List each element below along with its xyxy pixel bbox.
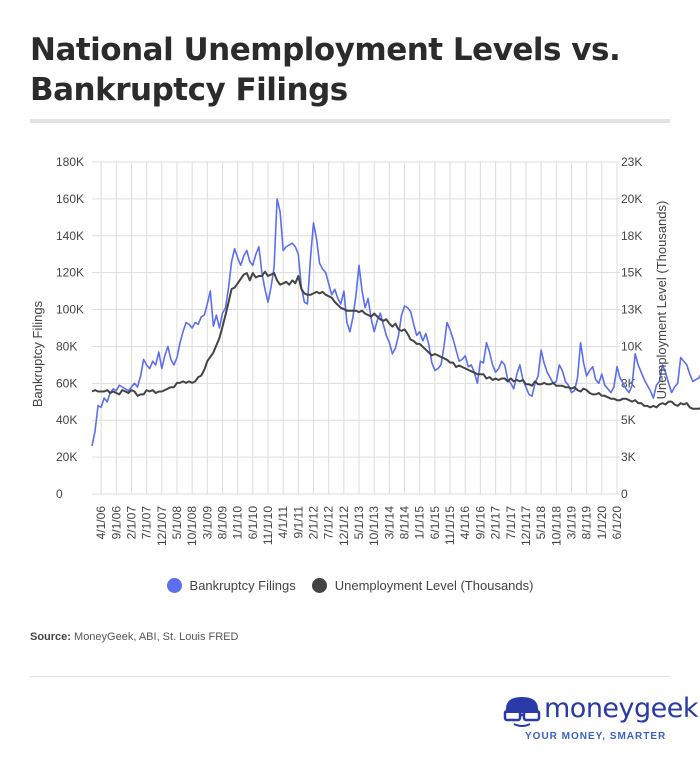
x-tick-label: 9/1/06 [109, 506, 123, 540]
bankruptcy-filings-line [91, 198, 700, 447]
left-tick-label: 180K [56, 155, 84, 169]
unemployment-level-line [91, 270, 700, 410]
logo-tagline: YOUR MONEY, SMARTER [525, 731, 667, 742]
x-tick-label: 2/1/17 [489, 506, 503, 540]
x-tick-label: 11/1/15 [443, 506, 457, 545]
x-tick-label: 10/1/13 [367, 506, 381, 546]
left-tick-label: 60K [56, 376, 77, 390]
source-text: MoneyGeek, ABI, St. Louis FRED [70, 631, 239, 643]
x-tick-label: 3/1/09 [200, 506, 214, 540]
x-tick-label: 4/1/06 [94, 506, 108, 540]
legend-label-bankruptcy: Bankruptcy Filings [189, 578, 296, 593]
title-divider [30, 119, 670, 123]
right-tick-label: 15K [621, 266, 642, 280]
x-tick-label: 5/1/18 [534, 506, 548, 540]
x-tick-label: 6/1/20 [610, 506, 624, 540]
x-tick-label: 7/1/07 [140, 506, 154, 540]
x-axis-ticks: 4/1/06 9/1/06 2/1/07 7/1/07 12/1/07 5/1/08 10/… [94, 506, 624, 546]
right-tick-label: 23K [621, 155, 642, 169]
x-tick-label: 10/1/08 [185, 506, 199, 546]
right-tick-label: 3K [621, 450, 636, 464]
legend: Bankruptcy Filings Unemployment Level (T… [0, 578, 700, 593]
x-tick-label: 1/1/10 [231, 506, 245, 540]
x-tick-label: 8/1/14 [398, 506, 412, 540]
left-axis-ticks: 0 20K 40K 60K 80K 100K 120K 140K 160K 180K [56, 155, 84, 501]
x-tick-label: 7/1/17 [504, 506, 518, 540]
right-tick-label: 20K [621, 192, 642, 206]
x-tick-label: 11/1/10 [261, 506, 275, 545]
left-tick-label: 40K [56, 413, 77, 427]
right-tick-label: 18K [621, 229, 642, 243]
x-tick-label: 10/1/18 [549, 506, 563, 546]
x-tick-label: 3/1/19 [564, 506, 578, 540]
legend-swatch-unemployment [311, 578, 327, 593]
x-tick-label: 2/1/07 [124, 506, 138, 540]
right-tick-label: 13K [621, 303, 642, 317]
x-tick-label: 4/1/16 [458, 506, 472, 540]
x-tick-label: 8/1/19 [580, 506, 594, 540]
right-tick-label: 5K [621, 413, 636, 427]
left-tick-label: 120K [56, 266, 84, 280]
left-tick-label: 80K [56, 339, 77, 353]
x-tick-label: 6/1/10 [246, 506, 260, 540]
x-tick-label: 9/1/11 [291, 506, 305, 539]
left-tick-label: 0 [56, 487, 63, 501]
source-label: Source: [30, 631, 71, 643]
left-axis-label: Bankruptcy Filings [30, 300, 45, 407]
left-tick-label: 100K [56, 303, 84, 317]
x-tick-label: 1/1/20 [595, 506, 609, 540]
series-lines [91, 198, 700, 447]
x-tick-label: 8/1/09 [215, 506, 229, 540]
left-tick-label: 20K [56, 450, 77, 464]
x-tick-label: 5/1/08 [170, 506, 184, 540]
legend-item-bankruptcy[interactable]: Bankruptcy Filings [166, 578, 296, 593]
geek-face-icon [503, 697, 541, 727]
line-chart: 0 20K 40K 60K 80K 100K 120K 140K 160K 180K 0 3K 5K 8… [30, 155, 700, 546]
x-tick-label: 9/1/16 [473, 506, 487, 540]
grid [92, 161, 620, 495]
x-tick-label: 1/1/15 [413, 506, 427, 540]
x-tick-label: 12/1/07 [155, 506, 169, 546]
legend-label-unemployment: Unemployment Level (Thousands) [334, 578, 534, 593]
right-tick-label: 10K [621, 339, 642, 353]
x-tick-label: 2/1/12 [307, 506, 321, 540]
x-tick-label: 7/1/12 [322, 506, 336, 540]
footer-divider [30, 676, 670, 677]
x-tick-label: 3/1/14 [382, 506, 396, 540]
left-tick-label: 160K [56, 192, 84, 206]
logo-wordmark: moneygeek [544, 693, 699, 724]
x-tick-label: 6/1/15 [428, 506, 442, 540]
x-tick-label: 5/1/13 [352, 506, 366, 540]
right-tick-label: 0 [621, 487, 628, 501]
x-tick-label: 12/1/17 [519, 506, 533, 546]
source-note: Source: MoneyGeek, ABI, St. Louis FRED [30, 631, 238, 643]
left-tick-label: 140K [56, 229, 84, 243]
right-axis-label: Unemployment Level (Thousands) [654, 201, 669, 400]
legend-item-unemployment[interactable]: Unemployment Level (Thousands) [311, 578, 534, 593]
moneygeek-logo[interactable]: moneygeek YOUR MONEY, SMARTER [500, 693, 699, 743]
x-tick-label: 12/1/12 [337, 506, 351, 546]
legend-swatch-bankruptcy [166, 578, 182, 593]
x-tick-label: 4/1/11 [276, 506, 290, 539]
chart-title: National Unemployment Levels vs. Bankrup… [30, 32, 621, 108]
